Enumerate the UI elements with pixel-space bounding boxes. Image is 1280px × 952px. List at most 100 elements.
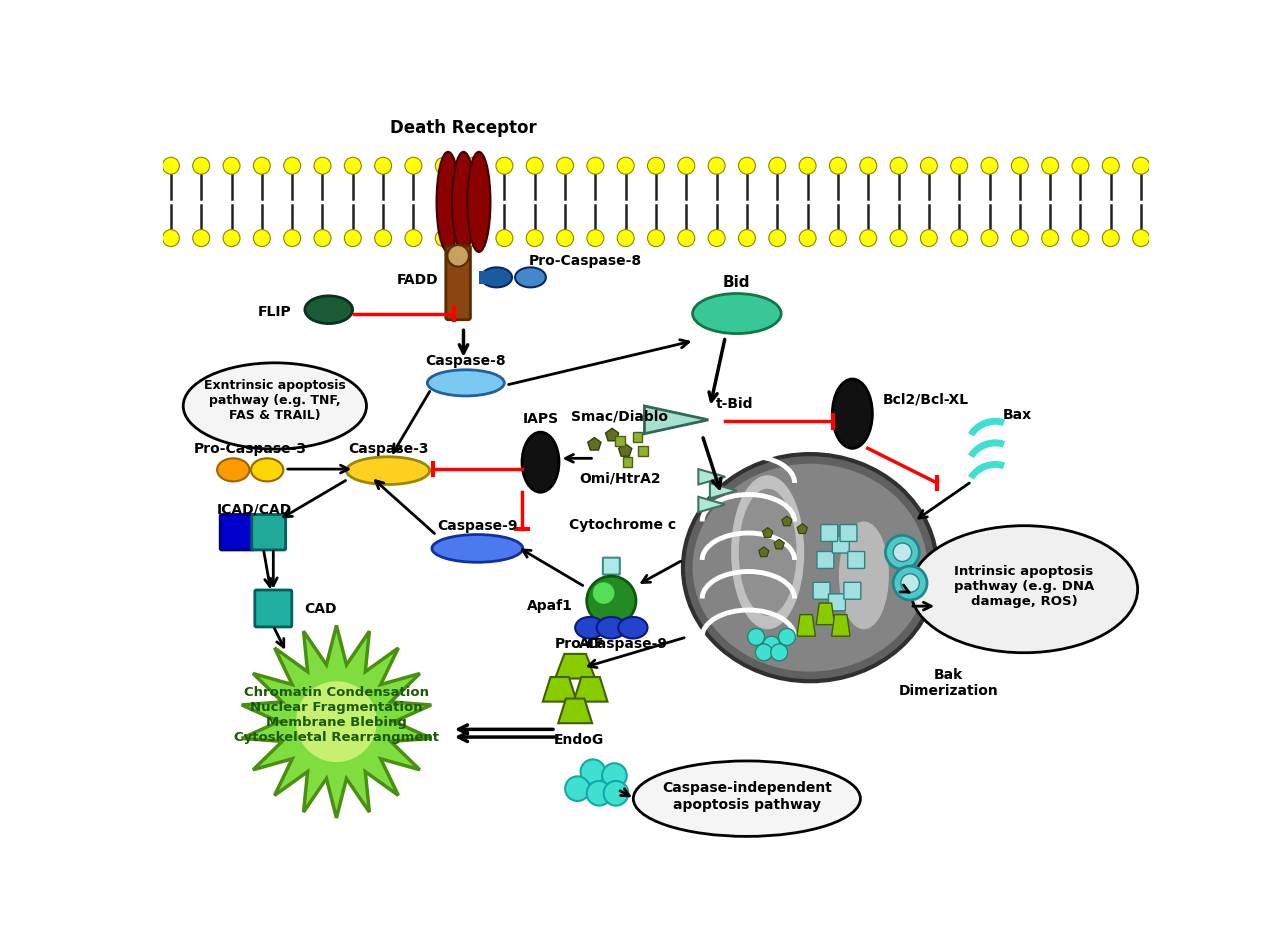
Circle shape: [739, 230, 755, 248]
Ellipse shape: [183, 364, 366, 449]
Text: CAD: CAD: [305, 602, 337, 616]
Polygon shape: [644, 407, 708, 434]
Circle shape: [893, 566, 927, 601]
Circle shape: [253, 158, 270, 175]
Circle shape: [769, 230, 786, 248]
Polygon shape: [817, 604, 835, 625]
FancyBboxPatch shape: [813, 583, 829, 600]
Circle shape: [314, 158, 332, 175]
Circle shape: [920, 230, 937, 248]
Circle shape: [829, 230, 846, 248]
Circle shape: [860, 230, 877, 248]
Circle shape: [284, 230, 301, 248]
Ellipse shape: [218, 459, 250, 482]
Polygon shape: [797, 525, 808, 534]
Polygon shape: [618, 445, 632, 457]
Circle shape: [1071, 230, 1089, 248]
Circle shape: [526, 158, 543, 175]
Polygon shape: [763, 528, 773, 538]
Circle shape: [163, 158, 179, 175]
Text: Exntrinsic apoptosis
pathway (e.g. TNF,
FAS & TRAIL): Exntrinsic apoptosis pathway (e.g. TNF, …: [204, 379, 346, 422]
Ellipse shape: [481, 268, 512, 288]
Circle shape: [223, 230, 241, 248]
Circle shape: [890, 230, 908, 248]
Polygon shape: [710, 484, 737, 499]
Bar: [479, 272, 488, 285]
Circle shape: [1011, 230, 1028, 248]
Circle shape: [1071, 158, 1089, 175]
Circle shape: [617, 230, 634, 248]
Circle shape: [586, 577, 636, 625]
Circle shape: [829, 158, 846, 175]
FancyBboxPatch shape: [445, 247, 471, 321]
Text: t-Bid: t-Bid: [716, 396, 754, 410]
Circle shape: [678, 158, 695, 175]
Circle shape: [799, 158, 817, 175]
Polygon shape: [614, 437, 625, 446]
Text: Bax: Bax: [1002, 407, 1032, 421]
Polygon shape: [759, 547, 769, 557]
Ellipse shape: [618, 617, 648, 639]
Circle shape: [223, 158, 241, 175]
Ellipse shape: [634, 762, 860, 837]
Text: Caspase-3: Caspase-3: [348, 441, 429, 455]
Ellipse shape: [575, 617, 604, 639]
Text: Death Receptor: Death Receptor: [390, 119, 536, 137]
Circle shape: [648, 158, 664, 175]
FancyBboxPatch shape: [847, 552, 865, 569]
Polygon shape: [588, 438, 602, 450]
Circle shape: [284, 158, 301, 175]
Text: ICAD/CAD: ICAD/CAD: [216, 502, 292, 516]
Text: Bid: Bid: [723, 274, 750, 289]
Bar: [164, 156, 1149, 248]
Circle shape: [980, 230, 998, 248]
Circle shape: [617, 158, 634, 175]
Circle shape: [581, 760, 605, 784]
Ellipse shape: [731, 476, 804, 629]
Circle shape: [602, 764, 627, 788]
Text: Apaf1: Apaf1: [527, 598, 573, 612]
Polygon shape: [699, 469, 726, 485]
Circle shape: [344, 158, 361, 175]
Circle shape: [314, 230, 332, 248]
Circle shape: [344, 230, 361, 248]
Circle shape: [163, 230, 179, 248]
Ellipse shape: [515, 268, 545, 288]
Circle shape: [566, 777, 590, 802]
Text: Intrinsic apoptosis
pathway (e.g. DNA
damage, ROS): Intrinsic apoptosis pathway (e.g. DNA da…: [954, 565, 1094, 607]
Circle shape: [495, 230, 513, 248]
Circle shape: [593, 583, 614, 605]
Polygon shape: [573, 677, 608, 702]
Circle shape: [901, 574, 919, 593]
FancyBboxPatch shape: [255, 590, 292, 627]
Ellipse shape: [596, 617, 626, 639]
Polygon shape: [605, 428, 618, 442]
Text: Pro-Caspase-8: Pro-Caspase-8: [529, 254, 643, 268]
Polygon shape: [782, 517, 792, 526]
Polygon shape: [774, 540, 785, 549]
Circle shape: [435, 230, 452, 248]
FancyBboxPatch shape: [603, 558, 620, 575]
Text: Smac/Diablo: Smac/Diablo: [571, 409, 668, 424]
Circle shape: [708, 158, 724, 175]
FancyBboxPatch shape: [220, 515, 253, 550]
Ellipse shape: [436, 152, 460, 252]
Circle shape: [193, 158, 210, 175]
Circle shape: [495, 158, 513, 175]
Circle shape: [586, 782, 612, 805]
Circle shape: [588, 230, 604, 248]
Polygon shape: [632, 432, 643, 442]
Circle shape: [375, 158, 392, 175]
Ellipse shape: [428, 370, 504, 397]
Polygon shape: [296, 682, 376, 763]
Circle shape: [771, 645, 787, 661]
Circle shape: [404, 230, 422, 248]
Text: Bak
Dimerization: Bak Dimerization: [899, 666, 998, 697]
Polygon shape: [558, 699, 593, 724]
Polygon shape: [699, 497, 726, 513]
Circle shape: [435, 158, 452, 175]
Text: Omi/HtrA2: Omi/HtrA2: [579, 471, 660, 486]
Circle shape: [447, 246, 468, 268]
Text: Caspase-8: Caspase-8: [425, 353, 506, 367]
Ellipse shape: [305, 296, 352, 325]
